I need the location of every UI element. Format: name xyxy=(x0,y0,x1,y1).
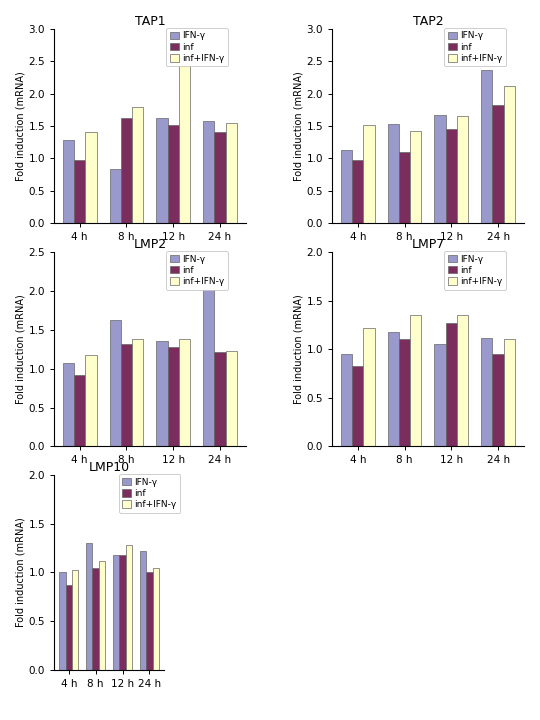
Bar xyxy=(167,125,179,223)
Bar xyxy=(481,338,492,446)
Title: LMP7: LMP7 xyxy=(411,238,444,251)
Bar xyxy=(86,543,92,670)
Bar xyxy=(341,354,352,446)
Bar xyxy=(72,570,78,670)
Bar xyxy=(363,125,375,223)
Y-axis label: Fold induction (mRNA): Fold induction (mRNA) xyxy=(16,294,25,404)
Title: LMP10: LMP10 xyxy=(89,461,130,474)
Bar xyxy=(410,315,421,446)
Bar xyxy=(126,545,132,670)
Bar xyxy=(388,124,399,223)
Y-axis label: Fold induction (mRNA): Fold induction (mRNA) xyxy=(294,71,303,181)
Bar xyxy=(146,572,153,670)
Y-axis label: Fold induction (mRNA): Fold induction (mRNA) xyxy=(294,294,303,404)
Bar xyxy=(167,347,179,446)
Bar xyxy=(214,132,226,223)
Bar xyxy=(226,351,237,446)
Bar xyxy=(132,107,143,223)
Bar xyxy=(63,363,74,446)
Title: TAP1: TAP1 xyxy=(134,14,165,27)
Y-axis label: Fold induction (mRNA): Fold induction (mRNA) xyxy=(16,71,25,181)
Bar xyxy=(121,117,132,223)
Bar xyxy=(110,320,121,446)
Bar xyxy=(203,121,214,223)
Y-axis label: Fold induction (mRNA): Fold induction (mRNA) xyxy=(16,518,25,627)
Bar xyxy=(504,86,515,223)
Bar xyxy=(410,131,421,223)
Bar xyxy=(74,375,85,446)
Bar xyxy=(435,115,446,223)
Bar xyxy=(74,161,85,223)
Title: TAP2: TAP2 xyxy=(413,14,443,27)
Bar xyxy=(399,339,410,446)
Legend: IFN-γ, inf, inf+IFN-γ: IFN-γ, inf, inf+IFN-γ xyxy=(166,28,228,66)
Bar xyxy=(121,343,132,446)
Bar xyxy=(113,555,119,670)
Bar xyxy=(352,161,363,223)
Bar xyxy=(132,339,143,446)
Bar xyxy=(92,567,99,670)
Bar xyxy=(85,132,97,223)
Bar xyxy=(446,130,457,223)
Bar xyxy=(203,289,214,446)
Bar xyxy=(363,328,375,446)
Bar xyxy=(446,323,457,446)
Legend: IFN-γ, inf, inf+IFN-γ: IFN-γ, inf, inf+IFN-γ xyxy=(119,474,180,513)
Bar xyxy=(65,585,72,670)
Bar xyxy=(179,339,190,446)
Bar xyxy=(492,105,504,223)
Title: LMP2: LMP2 xyxy=(133,238,166,251)
Bar xyxy=(481,70,492,223)
Bar xyxy=(63,140,74,223)
Bar xyxy=(85,356,97,446)
Bar xyxy=(119,555,126,670)
Bar xyxy=(140,551,146,670)
Bar xyxy=(179,52,190,223)
Bar xyxy=(157,341,167,446)
Bar xyxy=(341,150,352,223)
Legend: IFN-γ, inf, inf+IFN-γ: IFN-γ, inf, inf+IFN-γ xyxy=(444,251,506,289)
Bar xyxy=(110,169,121,223)
Bar xyxy=(352,366,363,446)
Bar xyxy=(226,123,237,223)
Legend: IFN-γ, inf, inf+IFN-γ: IFN-γ, inf, inf+IFN-γ xyxy=(166,251,228,289)
Legend: IFN-γ, inf, inf+IFN-γ: IFN-γ, inf, inf+IFN-γ xyxy=(444,28,506,66)
Bar xyxy=(457,117,468,223)
Bar xyxy=(399,152,410,223)
Bar xyxy=(99,561,105,670)
Bar xyxy=(492,354,504,446)
Bar xyxy=(388,332,399,446)
Bar xyxy=(457,315,468,446)
Bar xyxy=(157,118,167,223)
Bar xyxy=(153,567,159,670)
Bar xyxy=(504,339,515,446)
Bar xyxy=(59,572,65,670)
Bar xyxy=(214,351,226,446)
Bar xyxy=(435,344,446,446)
